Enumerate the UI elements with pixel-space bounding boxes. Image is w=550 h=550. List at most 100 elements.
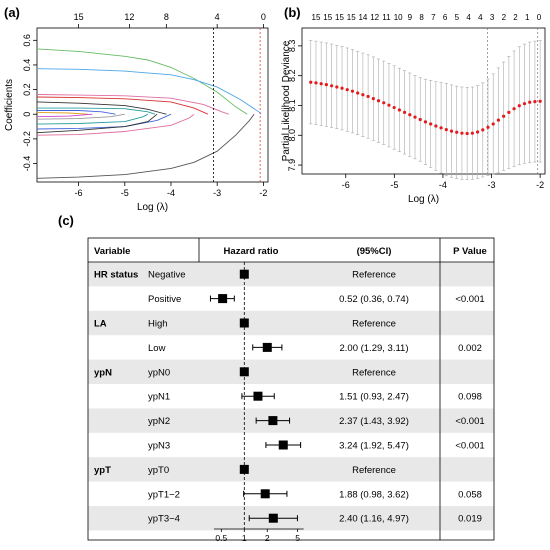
deviance-point	[335, 85, 339, 89]
deviance-point	[361, 93, 365, 97]
x-tick-label: -4	[439, 180, 447, 190]
deviance-point	[319, 82, 323, 86]
deviance-point	[481, 128, 485, 132]
top-count-label: 5	[455, 13, 460, 22]
header-variable: Variable	[94, 246, 130, 257]
row-p-value: 0.098	[458, 392, 482, 403]
x-tick-label: -5	[390, 180, 398, 190]
row-band	[88, 408, 494, 433]
deviance-point	[418, 117, 422, 122]
forest-x-tick-label: 2	[265, 533, 270, 543]
row-level-label: Positive	[148, 294, 181, 305]
deviance-point	[408, 113, 412, 117]
top-count-label: 2	[502, 13, 507, 22]
panel-a-coefficient-paths: -6 -5 -4 -3 -2 -0.4 -0.2 0 0.2 0.4 0.6 15 12 8 4 0 Log (…	[4, 12, 269, 213]
hazard-ratio-marker	[253, 391, 263, 401]
forest-x-tick-label: 1	[242, 533, 247, 543]
y-tick-label: 8.0	[287, 129, 297, 142]
hazard-ratio-marker	[239, 464, 249, 474]
deviance-point	[528, 100, 532, 104]
top-count-label: 15	[312, 13, 321, 22]
row-band	[88, 310, 494, 336]
deviance-point	[345, 88, 349, 92]
row-band	[88, 359, 494, 384]
row-ci-text: 2.37 (1.43, 3.92)	[339, 416, 409, 427]
row-band	[88, 262, 494, 287]
hazard-ratio-marker	[260, 489, 270, 499]
deviance-point	[517, 104, 521, 108]
header-ci: (95%CI)	[357, 246, 392, 257]
deviance-point	[496, 118, 501, 122]
top-count-label: 15	[323, 13, 332, 22]
deviance-point	[429, 122, 433, 126]
row-level-label: High	[148, 319, 168, 330]
row-p-value: <0.001	[455, 441, 484, 452]
deviance-point	[475, 130, 480, 134]
top-tick-label: 8	[164, 12, 169, 22]
row-ci-text: Reference	[352, 367, 396, 378]
row-group-label: ypN	[94, 367, 112, 378]
panel-label-a: (a)	[4, 5, 20, 20]
row-ci-text: 2.40 (1.16, 4.97)	[339, 514, 409, 525]
y-tick-label: 8.1	[287, 99, 297, 112]
row-level-label: ypT1−2	[148, 489, 180, 500]
top-count-label: 4	[466, 13, 471, 22]
deviance-point	[538, 99, 542, 103]
coefficient-path-3	[36, 94, 229, 115]
row-level-label: ypT3−4	[148, 514, 180, 525]
deviance-point	[340, 86, 344, 90]
header-p-value: P Value	[453, 246, 487, 257]
coefficient-path-4	[36, 96, 209, 115]
row-ci-text: Reference	[352, 270, 396, 281]
top-tick-label: 0	[261, 12, 266, 22]
deviance-point	[376, 99, 381, 103]
row-p-value: 0.058	[458, 489, 482, 500]
deviance-point	[486, 125, 490, 129]
top-count-label: 10	[394, 13, 403, 22]
coefficient-path-5	[36, 101, 167, 115]
row-p-value: 0.002	[458, 343, 482, 354]
deviance-point	[507, 110, 511, 114]
row-level-label: ypN0	[148, 367, 170, 378]
plot-frame	[301, 27, 546, 175]
deviance-point	[449, 129, 454, 133]
deviance-point	[465, 131, 469, 136]
deviance-point	[460, 131, 464, 135]
row-ci-text: 1.51 (0.93, 2.47)	[339, 392, 409, 403]
coefficient-path-14	[36, 113, 195, 136]
top-count-label: 7	[431, 13, 436, 22]
deviance-point	[324, 83, 328, 87]
top-count-label: 12	[370, 13, 379, 22]
y-tick-label: 0.2	[22, 83, 32, 96]
deviance-point	[314, 81, 318, 85]
y-axis-label: Coefficients	[4, 79, 15, 131]
deviance-point	[470, 131, 474, 135]
coefficient-path-7	[37, 110, 116, 115]
deviance-point	[402, 110, 407, 114]
top-count-label: 1	[525, 13, 530, 22]
hazard-ratio-marker	[268, 513, 278, 523]
y-tick-label: 8.3	[287, 40, 297, 53]
coefficient-path-10	[36, 113, 125, 120]
coefficient-path-8	[36, 111, 88, 115]
hazard-ratio-marker	[268, 416, 278, 426]
row-level-label: Negative	[148, 270, 186, 281]
coefficient-path-2	[36, 68, 262, 115]
coefficient-path-11	[36, 113, 149, 125]
top-count-label: 3	[490, 13, 495, 22]
deviance-point	[356, 91, 360, 95]
row-level-label: ypN3	[148, 441, 170, 452]
y-tick-label: -0.2	[22, 131, 32, 147]
row-ci-text: 3.24 (1.92, 5.47)	[339, 441, 409, 452]
top-tick-label: 12	[124, 12, 134, 22]
row-ci-text: Reference	[352, 319, 396, 330]
hazard-ratio-marker	[239, 318, 249, 328]
coefficient-path-6	[37, 107, 155, 115]
x-axis-label: Log (λ)	[137, 202, 168, 213]
y-tick-label: 0	[22, 112, 32, 117]
deviance-point	[413, 115, 417, 119]
top-count-label: 15	[335, 13, 344, 22]
deviance-point	[397, 108, 401, 112]
panel-b-deviance-plot: -6 -5 -4 -3 -27.98.08.18.28.315 15 15 15 14 12 11 1…	[281, 13, 546, 205]
